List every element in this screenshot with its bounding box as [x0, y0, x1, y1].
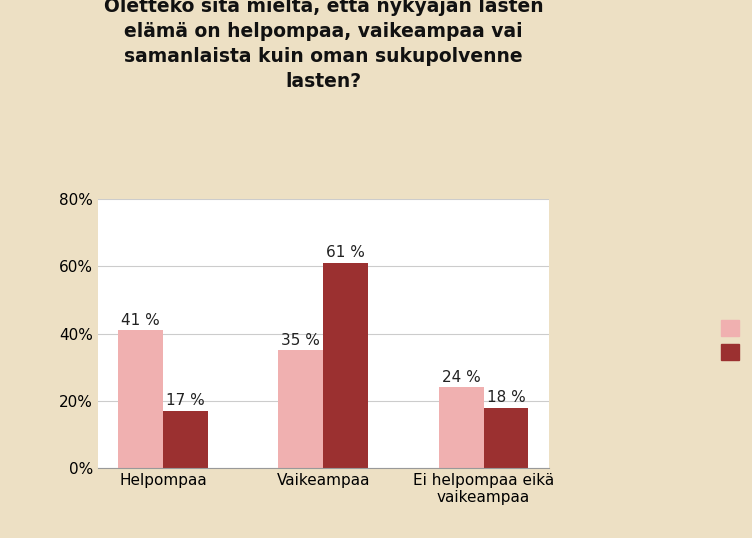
Text: 17 %: 17 % — [166, 393, 205, 408]
Bar — [118, 330, 163, 468]
Text: 24 %: 24 % — [441, 370, 481, 385]
Bar — [484, 408, 529, 468]
Text: 35 %: 35 % — [281, 332, 320, 348]
Text: 18 %: 18 % — [487, 390, 526, 405]
Bar — [163, 411, 208, 468]
Text: 61 %: 61 % — [326, 245, 365, 260]
Bar — [438, 387, 484, 468]
Text: Oletteko sitä mieltä, että nykyajan lasten
elämä on helpompaa, vaikeampaa vai
sa: Oletteko sitä mieltä, että nykyajan last… — [104, 0, 543, 91]
Text: 41 %: 41 % — [121, 313, 160, 328]
Bar — [278, 350, 323, 468]
Bar — [323, 263, 368, 468]
Legend: Suomi, EU27: Suomi, EU27 — [714, 314, 752, 366]
